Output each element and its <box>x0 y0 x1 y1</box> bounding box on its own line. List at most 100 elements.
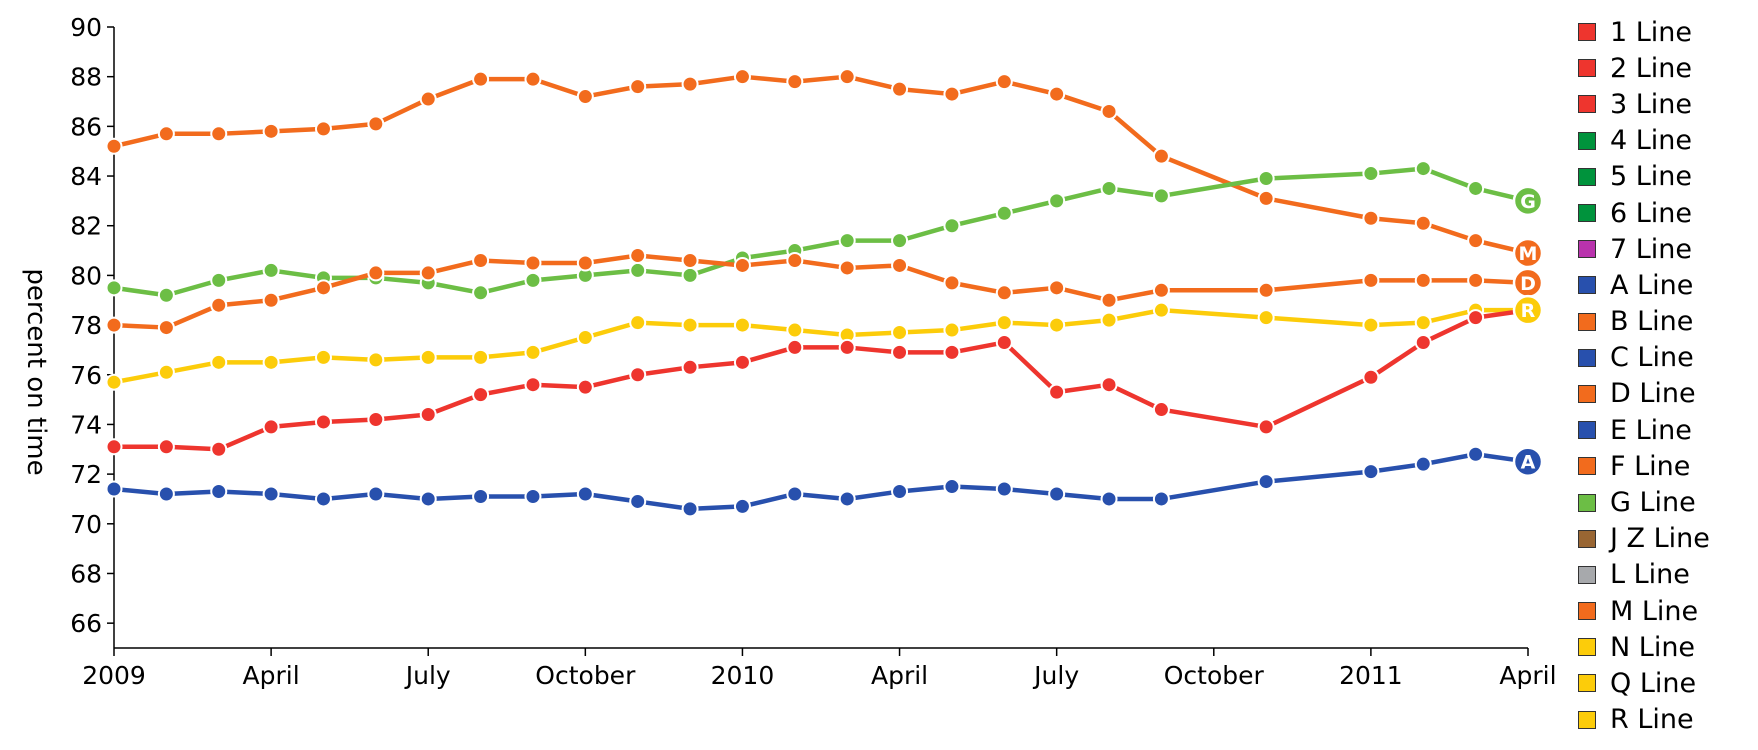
data-point[interactable] <box>786 338 804 356</box>
data-point[interactable] <box>472 487 490 505</box>
data-point[interactable] <box>314 490 332 508</box>
legend-item[interactable]: L Line <box>1578 557 1754 593</box>
data-point[interactable] <box>733 256 751 274</box>
data-point[interactable] <box>576 88 594 106</box>
data-point[interactable] <box>576 378 594 396</box>
legend-item[interactable]: D Line <box>1578 376 1754 412</box>
data-point[interactable] <box>1048 85 1066 103</box>
data-point[interactable] <box>1467 445 1485 463</box>
data-point[interactable] <box>524 254 542 272</box>
data-point[interactable] <box>1100 490 1118 508</box>
data-point[interactable] <box>367 410 385 428</box>
data-point[interactable] <box>262 261 280 279</box>
data-point[interactable] <box>838 490 856 508</box>
data-point[interactable] <box>210 296 228 314</box>
data-point[interactable] <box>367 264 385 282</box>
data-point[interactable] <box>1362 165 1380 183</box>
data-point[interactable] <box>733 68 751 86</box>
data-point[interactable] <box>1257 170 1275 188</box>
data-point[interactable] <box>472 251 490 269</box>
data-point[interactable] <box>1467 271 1485 289</box>
data-point[interactable] <box>105 373 123 391</box>
legend-item[interactable]: M Line <box>1578 593 1754 629</box>
data-point[interactable] <box>838 232 856 250</box>
legend-item[interactable]: 4 Line <box>1578 123 1754 159</box>
data-point[interactable] <box>1257 281 1275 299</box>
data-point[interactable] <box>1048 192 1066 210</box>
data-point[interactable] <box>262 418 280 436</box>
data-point[interactable] <box>157 363 175 381</box>
data-point[interactable] <box>1048 383 1066 401</box>
legend-item[interactable]: B Line <box>1578 304 1754 340</box>
data-point[interactable] <box>995 73 1013 91</box>
data-point[interactable] <box>1414 271 1432 289</box>
data-point[interactable] <box>472 348 490 366</box>
data-point[interactable] <box>524 70 542 88</box>
data-point[interactable] <box>1362 463 1380 481</box>
legend-item[interactable]: A Line <box>1578 267 1754 303</box>
data-point[interactable] <box>419 490 437 508</box>
data-point[interactable] <box>157 125 175 143</box>
data-point[interactable] <box>1048 316 1066 334</box>
data-point[interactable] <box>314 413 332 431</box>
legend-item[interactable]: 5 Line <box>1578 159 1754 195</box>
data-point[interactable] <box>786 251 804 269</box>
data-point[interactable] <box>629 78 647 96</box>
data-point[interactable] <box>838 259 856 277</box>
data-point[interactable] <box>105 316 123 334</box>
data-point[interactable] <box>1414 160 1432 178</box>
data-point[interactable] <box>210 440 228 458</box>
data-point[interactable] <box>1152 401 1170 419</box>
data-point[interactable] <box>1100 376 1118 394</box>
data-point[interactable] <box>419 264 437 282</box>
legend-item[interactable]: 3 Line <box>1578 86 1754 122</box>
data-point[interactable] <box>472 284 490 302</box>
data-point[interactable] <box>1257 189 1275 207</box>
data-point[interactable] <box>995 204 1013 222</box>
data-point[interactable] <box>1414 314 1432 332</box>
line-badge-a[interactable]: A <box>1512 446 1544 477</box>
data-point[interactable] <box>157 319 175 337</box>
data-point[interactable] <box>157 438 175 456</box>
data-point[interactable] <box>1257 418 1275 436</box>
data-point[interactable] <box>472 386 490 404</box>
data-point[interactable] <box>419 406 437 424</box>
data-point[interactable] <box>943 343 961 361</box>
data-point[interactable] <box>681 500 699 518</box>
data-point[interactable] <box>733 316 751 334</box>
data-point[interactable] <box>367 115 385 133</box>
data-point[interactable] <box>1152 147 1170 165</box>
legend-item[interactable]: R Line <box>1578 702 1754 738</box>
data-point[interactable] <box>1257 473 1275 491</box>
data-point[interactable] <box>314 348 332 366</box>
data-point[interactable] <box>1152 301 1170 319</box>
data-point[interactable] <box>524 376 542 394</box>
data-point[interactable] <box>943 85 961 103</box>
data-point[interactable] <box>681 266 699 284</box>
legend-item[interactable]: E Line <box>1578 412 1754 448</box>
data-point[interactable] <box>576 329 594 346</box>
data-point[interactable] <box>576 254 594 272</box>
data-point[interactable] <box>1257 309 1275 327</box>
data-point[interactable] <box>629 492 647 510</box>
data-point[interactable] <box>105 279 123 297</box>
data-point[interactable] <box>1100 102 1118 120</box>
data-point[interactable] <box>210 353 228 371</box>
data-point[interactable] <box>157 485 175 503</box>
data-point[interactable] <box>1152 490 1170 508</box>
data-point[interactable] <box>262 291 280 309</box>
legend-item[interactable]: 7 Line <box>1578 231 1754 267</box>
data-point[interactable] <box>1362 271 1380 289</box>
data-point[interactable] <box>1362 209 1380 227</box>
data-point[interactable] <box>210 271 228 289</box>
data-point[interactable] <box>1414 214 1432 232</box>
data-point[interactable] <box>891 256 909 274</box>
data-point[interactable] <box>1467 232 1485 250</box>
data-point[interactable] <box>1100 311 1118 329</box>
data-point[interactable] <box>943 274 961 292</box>
data-point[interactable] <box>1467 179 1485 197</box>
data-point[interactable] <box>681 251 699 269</box>
data-point[interactable] <box>314 279 332 297</box>
data-point[interactable] <box>1048 279 1066 297</box>
data-point[interactable] <box>995 314 1013 332</box>
